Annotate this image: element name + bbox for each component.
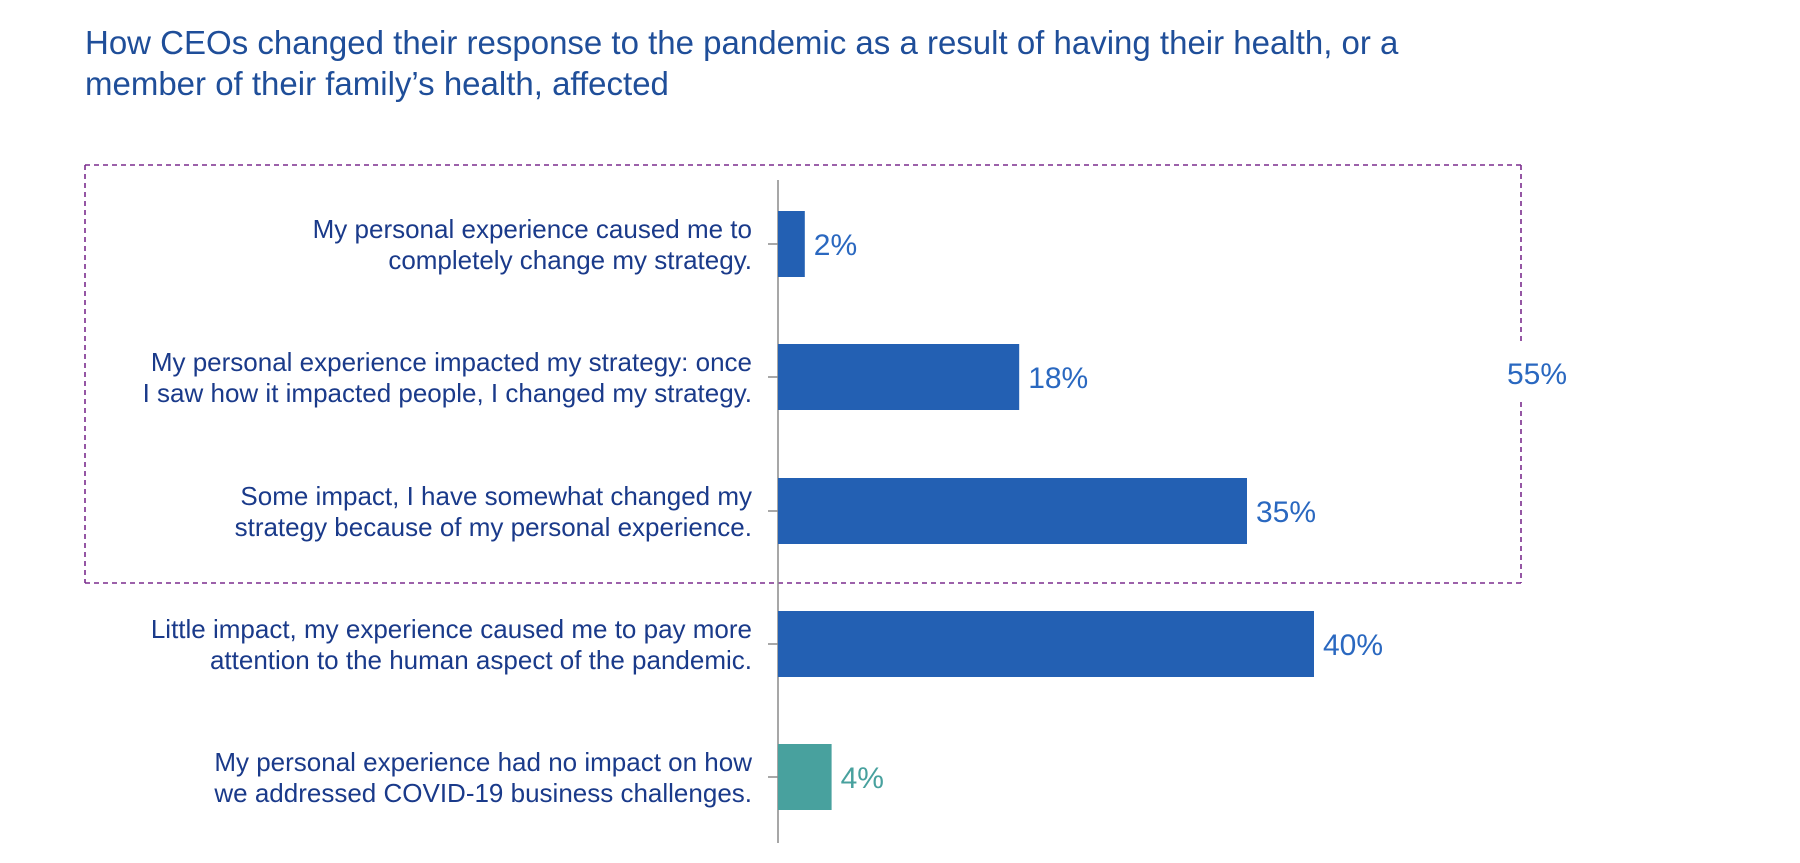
category-label-line: we addressed COVID-19 business challenge… bbox=[213, 778, 752, 808]
chart-title-line-1: How CEOs changed their response to the p… bbox=[85, 24, 1399, 61]
bar-value-label: 18% bbox=[1028, 362, 1088, 395]
category-label-line: My personal experience had no impact on … bbox=[214, 747, 752, 777]
category-label-line: Some impact, I have somewhat changed my bbox=[240, 481, 752, 511]
bar-value-label: 2% bbox=[814, 229, 857, 262]
bar bbox=[778, 611, 1314, 677]
bar bbox=[778, 744, 832, 810]
bracket-total-label: 55% bbox=[1507, 358, 1567, 391]
category-label: Little impact, my experience caused me t… bbox=[151, 614, 752, 675]
category-label-line: I saw how it impacted people, I changed … bbox=[143, 378, 752, 408]
chart-title-line-2: member of their family’s health, affecte… bbox=[85, 65, 669, 102]
category-label: Some impact, I have somewhat changed my s… bbox=[235, 481, 752, 542]
category-label-line: My personal experience caused me to bbox=[313, 214, 752, 244]
chart-title: How CEOs changed their response to the p… bbox=[85, 22, 1585, 104]
category-label-line: completely change my strategy. bbox=[388, 245, 752, 275]
category-label-line: Little impact, my experience caused me t… bbox=[151, 614, 752, 644]
bar bbox=[778, 344, 1020, 410]
category-label-line: attention to the human aspect of the pan… bbox=[210, 645, 752, 675]
category-label-line: strategy because of my personal experien… bbox=[235, 512, 752, 542]
bar-value-label: 35% bbox=[1256, 496, 1316, 529]
bar-value-label: 4% bbox=[841, 762, 884, 795]
bar-value-label: 40% bbox=[1323, 629, 1383, 662]
bar bbox=[778, 211, 805, 277]
category-label-line: My personal experience impacted my strat… bbox=[151, 347, 752, 377]
bar bbox=[778, 478, 1247, 544]
category-label: My personal experience had no impact on … bbox=[213, 747, 752, 808]
category-label: My personal experience impacted my strat… bbox=[143, 347, 752, 408]
category-label: My personal experience caused me to compl… bbox=[313, 214, 752, 275]
